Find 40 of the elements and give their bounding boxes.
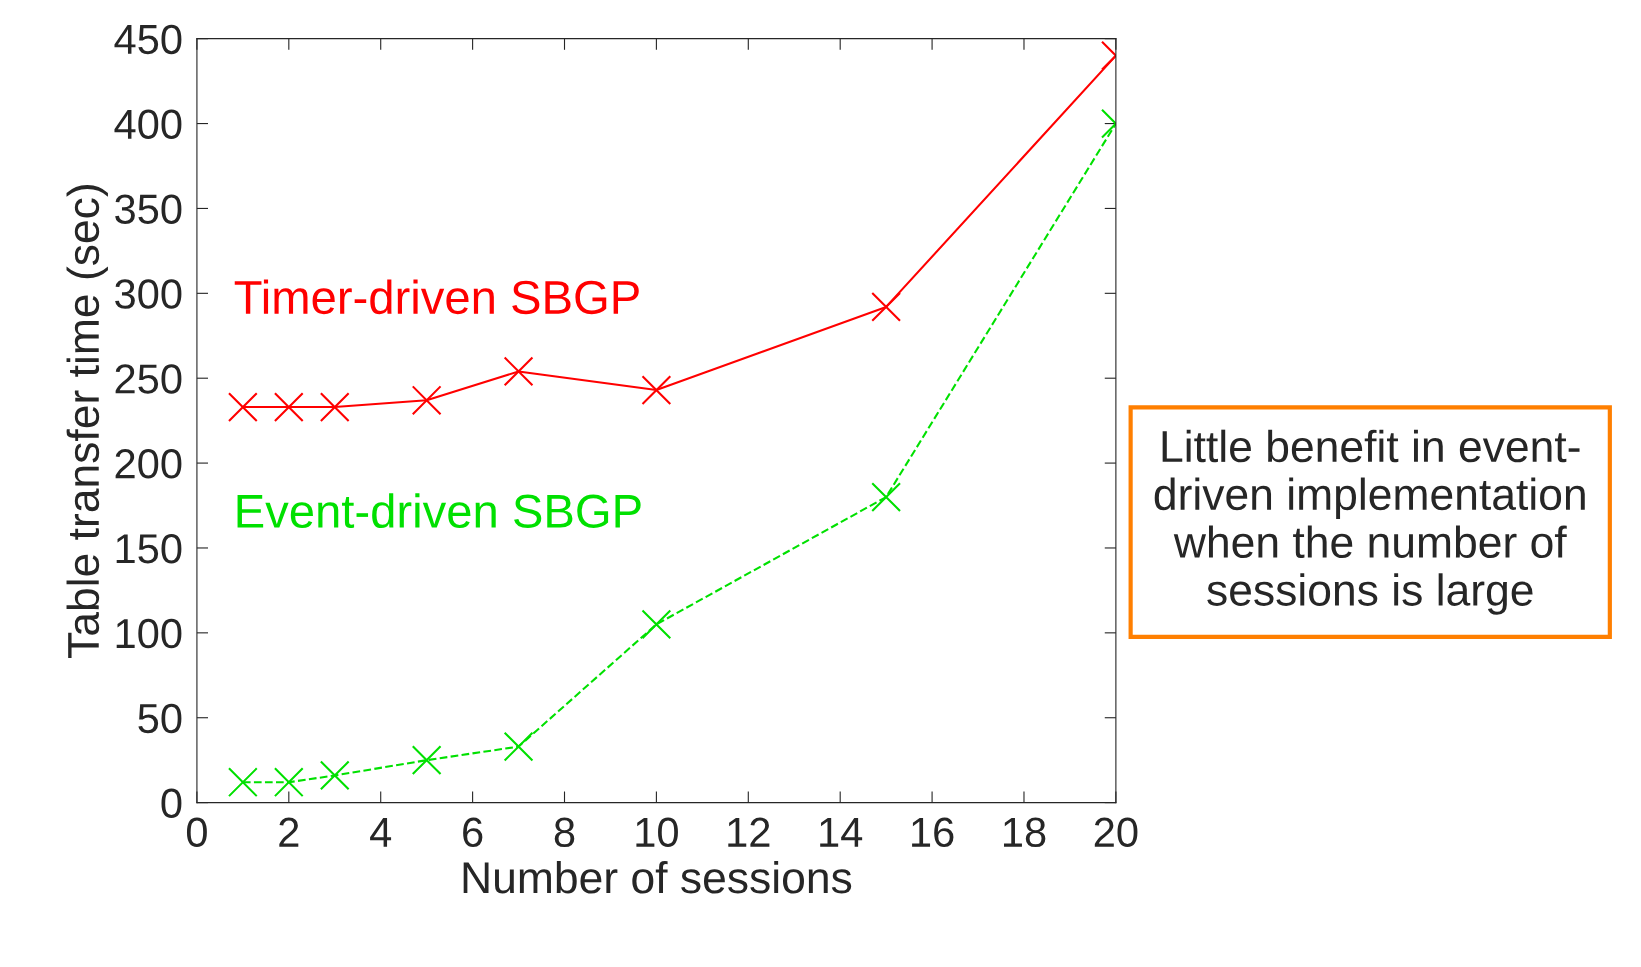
point xyxy=(319,760,350,791)
point xyxy=(641,609,672,640)
x-tick-label: 14 xyxy=(820,818,863,847)
x-tick-label: 4 xyxy=(370,818,392,847)
point xyxy=(227,392,258,422)
series-label: Event-driven SBGP xyxy=(237,493,641,529)
y-tick-label: 250 xyxy=(115,364,182,394)
x-axis-title: Number of sessions xyxy=(463,860,852,894)
point xyxy=(503,731,534,762)
y-tick-label: 400 xyxy=(114,109,182,140)
y-tick-label: 350 xyxy=(115,194,182,224)
x-tick-label: 2 xyxy=(279,817,299,847)
point xyxy=(273,392,304,422)
point xyxy=(503,356,534,387)
x-tick-label: 0 xyxy=(186,817,207,848)
y-tick-label: 50 xyxy=(138,703,182,734)
x-tick-label: 18 xyxy=(1003,817,1046,848)
y-tick-label: 450 xyxy=(114,24,182,55)
point xyxy=(227,767,258,798)
point xyxy=(273,767,304,798)
point xyxy=(411,385,442,416)
x-tick-label: 10 xyxy=(636,817,678,848)
y-tick-label: 150 xyxy=(116,533,182,564)
y-tick-label: 200 xyxy=(115,449,182,479)
y-tick-label: 100 xyxy=(116,618,182,649)
y-tick-label: 0 xyxy=(161,788,182,819)
point xyxy=(871,482,902,512)
series-label: Timer-driven SBGP xyxy=(234,279,639,315)
point xyxy=(641,375,672,406)
x-tick-label: 6 xyxy=(463,817,483,848)
x-tick-label: 8 xyxy=(554,817,575,848)
y-axis-title: Table transfer time (sec) xyxy=(66,185,108,658)
point xyxy=(319,392,350,422)
text: Little benefit in event- driven implementation when the number of sessions is large xyxy=(1154,429,1585,615)
x-tick-label: 16 xyxy=(912,817,954,848)
y-tick-label: 300 xyxy=(115,279,182,309)
point xyxy=(871,291,902,322)
point xyxy=(411,745,442,776)
x-tick-label: 20 xyxy=(1094,817,1138,848)
x-tick-label: 12 xyxy=(728,817,770,847)
